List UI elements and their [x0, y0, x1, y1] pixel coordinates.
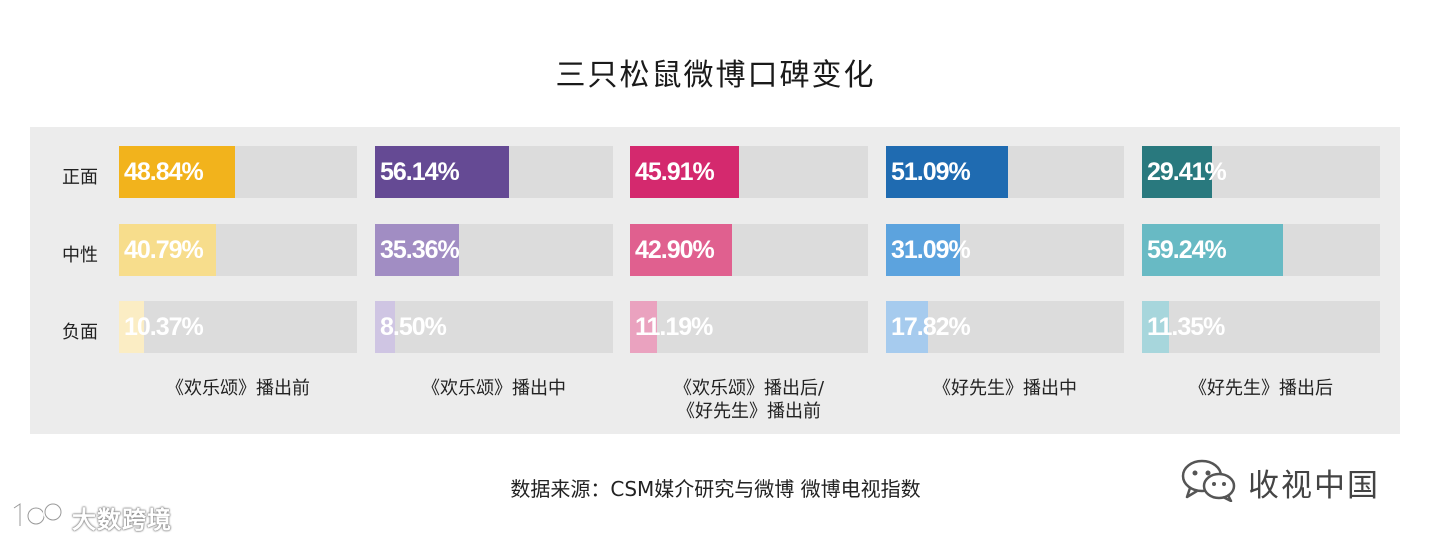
bar-track: 31.09% — [886, 224, 1124, 276]
wechat-account-name: 收视中国 — [1248, 467, 1380, 504]
bar — [375, 224, 460, 276]
bar — [886, 301, 929, 353]
wechat-watermark: 收视中国 — [1180, 458, 1380, 506]
bar-track: 11.35% — [1142, 301, 1380, 353]
bar-value-label: 31.09% — [891, 236, 971, 264]
bar — [119, 146, 236, 198]
bar-value-label: 11.19% — [635, 313, 713, 341]
group-label: 《欢乐颂》播出后/ 《好先生》播出前 — [673, 378, 825, 422]
group-label: 《好先生》播出中 — [933, 378, 1077, 399]
bar-value-label: 10.37% — [124, 313, 204, 341]
bar-value-label: 8.50% — [380, 313, 447, 341]
bar-value-label: 42.90% — [635, 236, 715, 264]
data-source: 数据来源：CSM媒介研究与微博 微博电视指数 — [510, 477, 921, 501]
bar — [119, 301, 144, 353]
bar-value-label: 35.36% — [380, 236, 460, 264]
chart-title: 三只松鼠微博口碑变化 — [555, 58, 876, 93]
wechat-icon — [1180, 458, 1238, 506]
bar — [630, 224, 733, 276]
bar-track: 45.91% — [630, 146, 868, 198]
bar-track: 48.84% — [119, 146, 357, 198]
bar-track: 29.41% — [1142, 146, 1380, 198]
brand-name: 大数跨境 — [72, 505, 172, 534]
row-label: 中性 — [62, 245, 98, 266]
bar-track: 56.14% — [375, 146, 613, 198]
bar — [886, 146, 1008, 198]
bar — [1142, 224, 1283, 276]
bar-track: 42.90% — [630, 224, 868, 276]
1data-logo-icon — [10, 498, 66, 536]
bar — [1142, 146, 1212, 198]
bar — [630, 301, 657, 353]
bar-track: 8.50% — [375, 301, 613, 353]
bar-value-label: 29.41% — [1147, 158, 1227, 186]
bar-track: 17.82% — [886, 301, 1124, 353]
bar — [119, 224, 217, 276]
bar — [886, 224, 960, 276]
bar — [375, 301, 396, 353]
brand-watermark: 大数跨境 — [10, 498, 172, 536]
bar-value-label: 45.91% — [635, 158, 715, 186]
bar-value-label: 40.79% — [124, 236, 204, 264]
row-label: 正面 — [62, 167, 98, 188]
bar-value-label: 59.24% — [1147, 236, 1227, 264]
bar-value-label: 51.09% — [891, 158, 971, 186]
bar-track: 59.24% — [1142, 224, 1380, 276]
bar — [375, 146, 509, 198]
bar-track: 10.37% — [119, 301, 357, 353]
group-label: 《欢乐颂》播出中 — [422, 378, 566, 399]
bar — [1142, 301, 1169, 353]
bar-value-label: 48.84% — [124, 158, 204, 186]
group-label: 《好先生》播出后 — [1189, 378, 1333, 399]
bar-value-label: 11.35% — [1147, 313, 1225, 341]
bar — [630, 146, 740, 198]
bar-value-label: 56.14% — [380, 158, 460, 186]
bar-track: 35.36% — [375, 224, 613, 276]
row-label: 负面 — [62, 322, 98, 343]
bar-track: 40.79% — [119, 224, 357, 276]
bar-value-label: 17.82% — [891, 313, 971, 341]
bar-track: 51.09% — [886, 146, 1124, 198]
bar-track: 11.19% — [630, 301, 868, 353]
group-label: 《欢乐颂》播出前 — [166, 378, 310, 399]
